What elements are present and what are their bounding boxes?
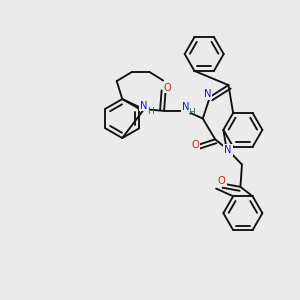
Text: H: H: [188, 108, 195, 117]
Text: N: N: [182, 102, 190, 112]
Text: N: N: [204, 89, 211, 99]
Text: O: O: [164, 82, 171, 93]
Text: H: H: [147, 106, 154, 116]
Text: N: N: [140, 100, 148, 111]
Text: N: N: [224, 145, 232, 155]
Text: O: O: [192, 140, 200, 150]
Text: O: O: [218, 176, 226, 186]
